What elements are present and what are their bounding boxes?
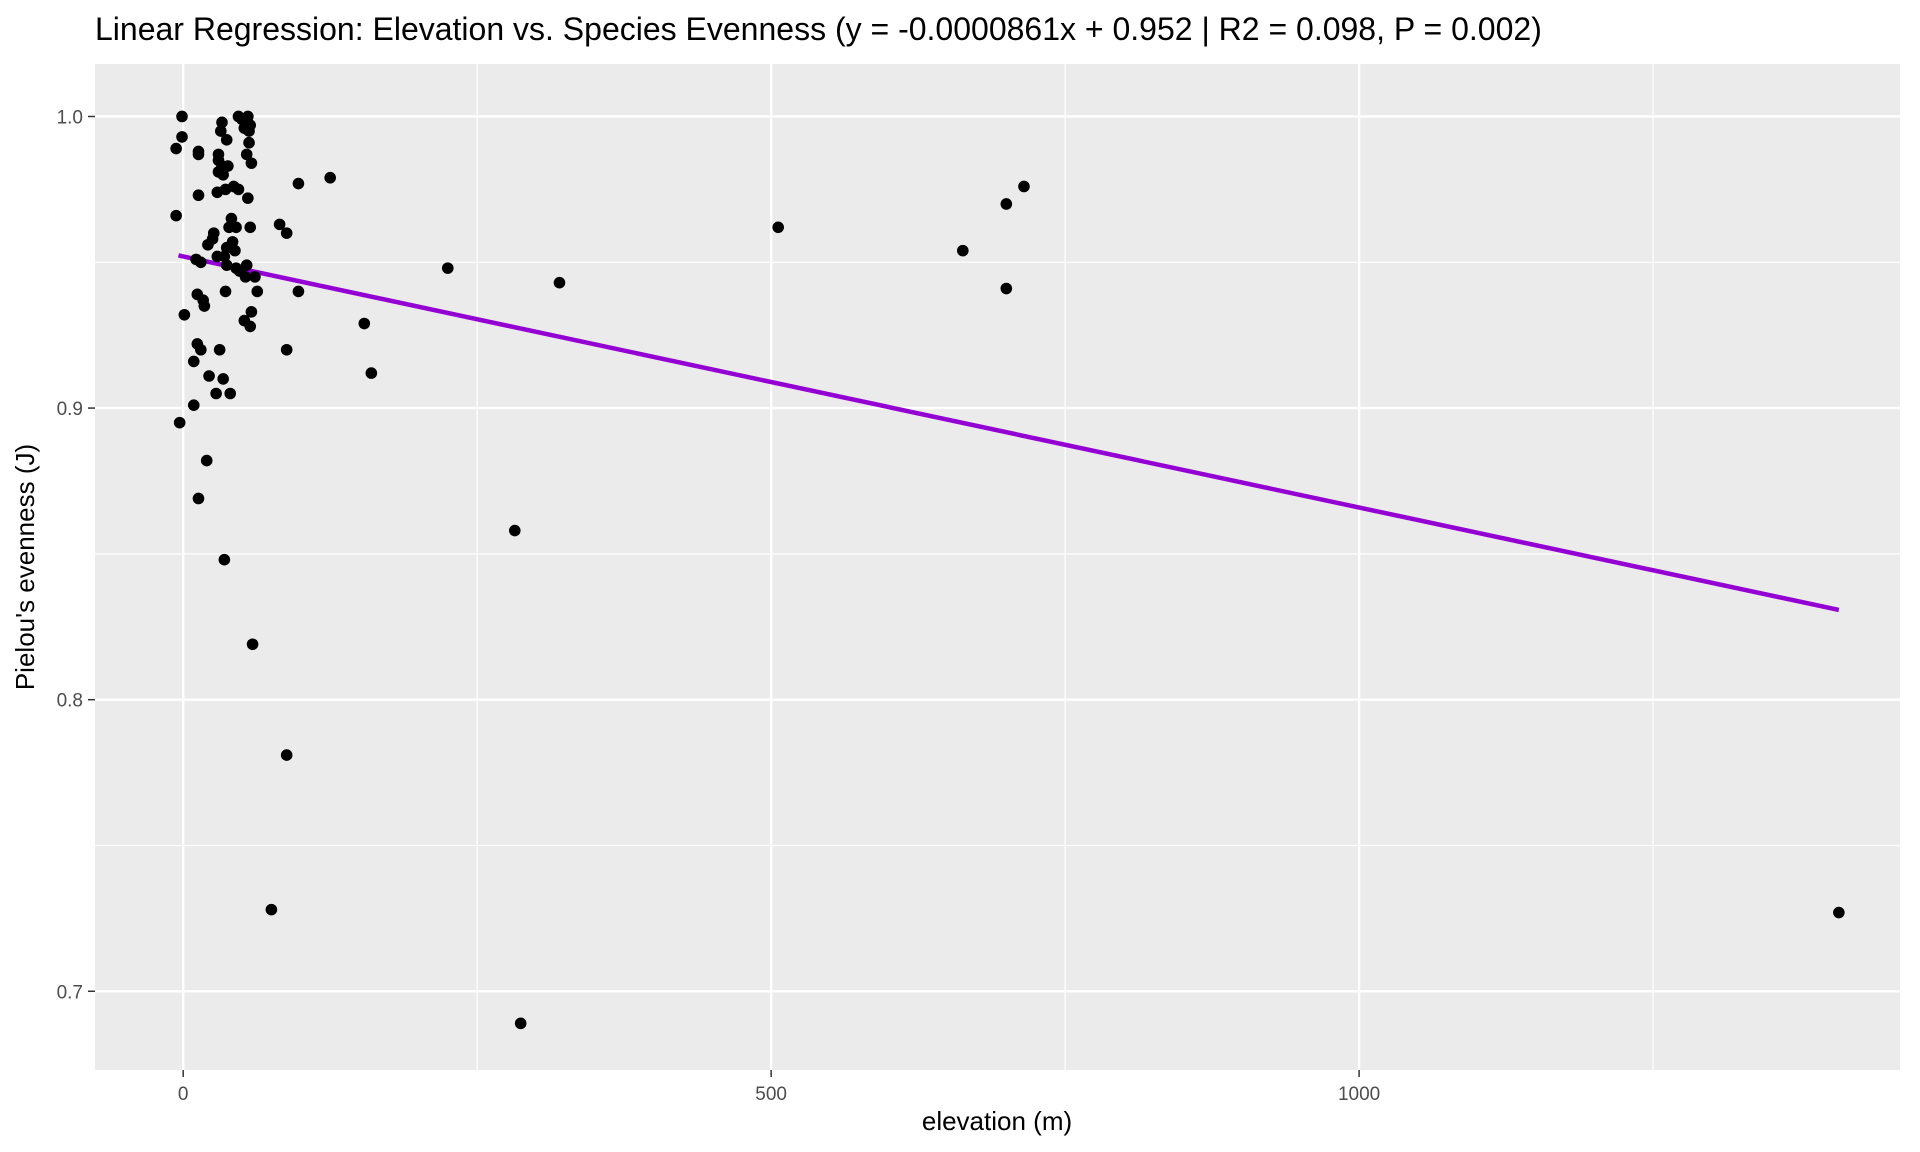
- data-point: [178, 308, 191, 321]
- plot-panel: [95, 64, 1900, 1070]
- data-point: [246, 638, 259, 651]
- data-point: [1000, 198, 1013, 210]
- data-point: [217, 373, 229, 385]
- data-point: [192, 145, 205, 158]
- data-point: [324, 171, 336, 184]
- data-point: [1000, 282, 1013, 295]
- data-point: [215, 125, 227, 137]
- data-point: [244, 221, 257, 234]
- data-point: [226, 236, 239, 248]
- data-point: [216, 116, 228, 129]
- regression-line-group: [178, 253, 1840, 613]
- data-point: [273, 218, 286, 231]
- data-point: [173, 416, 186, 429]
- data-point: [230, 221, 242, 234]
- data-point: [249, 271, 261, 283]
- data-point: [187, 399, 200, 411]
- x-tick-label: 500: [755, 1084, 787, 1105]
- data-point: [176, 110, 188, 123]
- x-axis: 0 500 1000: [178, 1070, 1380, 1105]
- data-point: [240, 148, 253, 161]
- data-point: [212, 148, 225, 161]
- data-point: [242, 110, 254, 123]
- x-tick-label: 0: [178, 1084, 189, 1105]
- data-point: [244, 119, 257, 132]
- y-tick-label: 0.7: [57, 982, 83, 1003]
- data-points: [170, 110, 1845, 1030]
- data-point: [358, 317, 371, 330]
- data-point: [170, 142, 182, 155]
- y-tick-label: 0.9: [57, 399, 83, 420]
- data-point: [222, 160, 234, 172]
- data-point: [213, 343, 226, 356]
- data-point: [242, 192, 254, 204]
- data-point: [245, 157, 258, 169]
- data-point: [170, 209, 182, 222]
- data-point: [220, 134, 233, 146]
- data-point: [217, 169, 229, 181]
- x-tick-label: 1000: [1338, 1084, 1380, 1105]
- data-point: [772, 221, 784, 234]
- data-point: [219, 285, 232, 298]
- data-point: [195, 343, 207, 356]
- data-point: [280, 227, 293, 239]
- data-point: [207, 227, 220, 239]
- data-point: [220, 259, 233, 272]
- data-point: [251, 285, 264, 298]
- data-point: [243, 136, 255, 149]
- data-point: [280, 749, 293, 761]
- x-axis-title: elevation (m): [922, 1106, 1072, 1136]
- data-point: [553, 276, 566, 289]
- major-gridlines: [95, 64, 1900, 1070]
- data-point: [192, 189, 205, 202]
- data-point: [176, 131, 188, 143]
- data-point: [239, 271, 252, 283]
- data-point: [365, 367, 378, 379]
- data-point: [514, 1017, 527, 1030]
- data-point: [224, 387, 237, 400]
- data-point: [218, 553, 231, 566]
- data-point: [195, 256, 207, 269]
- data-point: [192, 492, 205, 505]
- y-tick-label: 1.0: [57, 107, 83, 128]
- data-point: [265, 903, 278, 916]
- data-point: [218, 250, 231, 263]
- y-axis: 0.7 0.8 0.9 1.0: [57, 107, 95, 1003]
- data-point: [200, 454, 213, 467]
- chart-title: Linear Regression: Elevation vs. Species…: [95, 11, 1542, 47]
- data-point: [1018, 180, 1030, 193]
- data-point: [1833, 906, 1845, 919]
- data-point: [240, 259, 253, 272]
- data-point: [280, 343, 293, 356]
- data-point: [229, 244, 241, 257]
- data-point: [245, 306, 258, 318]
- y-axis-title: Pielou's evenness (J): [10, 444, 40, 690]
- y-tick-label: 0.8: [57, 691, 83, 712]
- data-point: [244, 320, 257, 333]
- data-point: [210, 387, 222, 400]
- data-point: [957, 244, 969, 257]
- data-point: [292, 177, 305, 190]
- data-point: [292, 285, 305, 298]
- data-point: [203, 370, 215, 382]
- minor-gridlines: [95, 64, 1900, 1070]
- data-point: [225, 212, 238, 225]
- regression-line: [178, 253, 1840, 613]
- data-point: [441, 262, 454, 274]
- data-point: [508, 524, 521, 537]
- data-point: [198, 300, 211, 312]
- data-point: [187, 355, 200, 368]
- data-point: [232, 183, 245, 196]
